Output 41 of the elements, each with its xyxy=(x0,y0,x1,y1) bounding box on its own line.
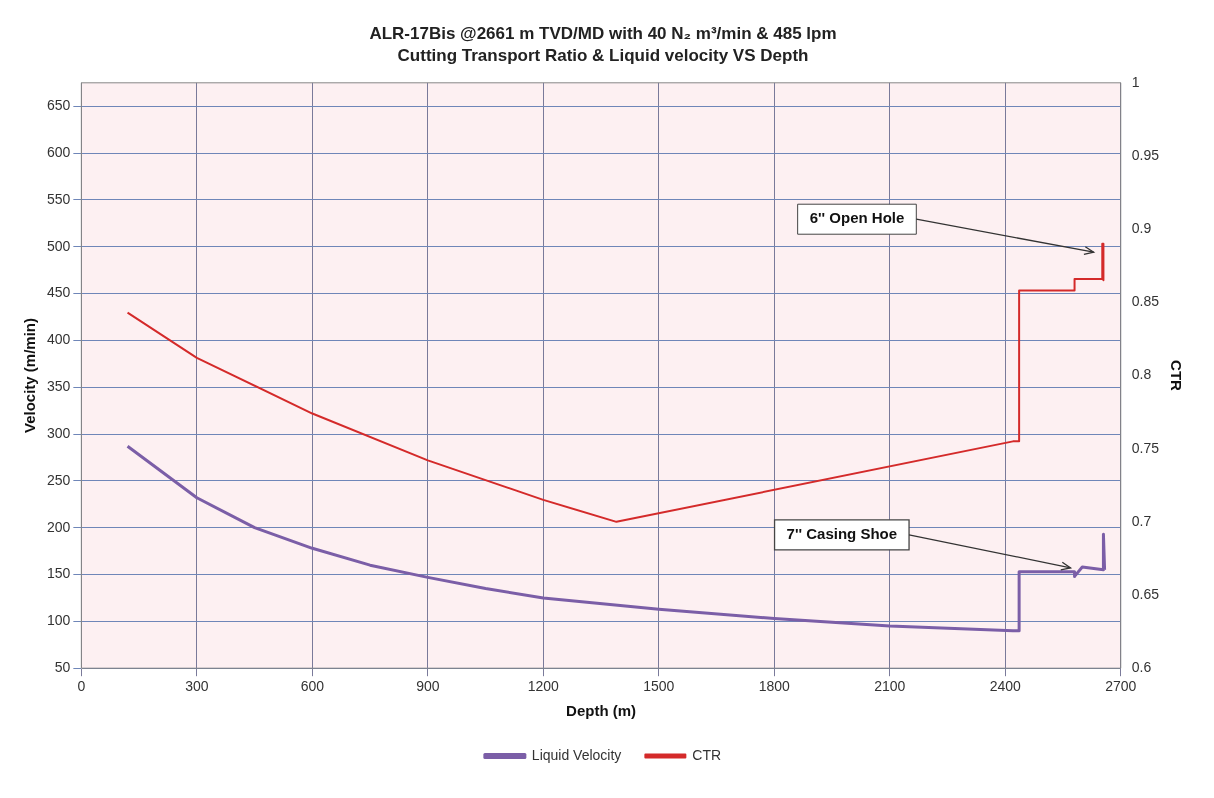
y-tick-label: 650 xyxy=(47,97,71,114)
x-axis-title: Depth (m) xyxy=(566,702,637,720)
y-tick-label: 250 xyxy=(47,471,71,488)
x-tick-label: 1800 xyxy=(758,678,791,695)
y2-tick-label: 0.95 xyxy=(1131,146,1160,163)
x-tick-label: 2100 xyxy=(874,678,906,695)
y2-tick-label: 0.9 xyxy=(1131,220,1152,237)
y2-tick-label: 0.65 xyxy=(1131,585,1160,602)
x-tick-label: 0 xyxy=(77,678,86,695)
y2-tick-label: 0.8 xyxy=(1131,366,1152,383)
y-tick-label: 450 xyxy=(47,284,71,301)
x-tick-label: 600 xyxy=(300,678,325,695)
y-axis-title: Velocity (m/min) xyxy=(21,317,39,434)
chart-subtitle: Cutting Transport Ratio & Liquid velocity VS Depth xyxy=(397,46,809,66)
y-tick-label: 500 xyxy=(47,237,71,254)
y-tick-label: 300 xyxy=(47,424,71,441)
annotation: 6'' Open Hole xyxy=(809,209,905,227)
x-tick-label: 900 xyxy=(416,678,440,695)
y2-tick-label: 0.75 xyxy=(1131,439,1160,456)
y2-tick-label: 1 xyxy=(1131,73,1140,90)
legend-label: CTR xyxy=(692,746,722,763)
x-tick-label: 300 xyxy=(185,678,209,695)
x-tick-label: 1500 xyxy=(643,678,675,695)
y-tick-label: 100 xyxy=(47,612,71,629)
x-tick-label: 2700 xyxy=(1105,678,1137,695)
annotation: 7'' Casing Shoe xyxy=(786,524,898,542)
y-tick-label: 350 xyxy=(47,378,71,395)
y2-tick-label: 0.85 xyxy=(1131,293,1160,310)
chart-title: ALR-17Bis @2661 m TVD/MD with 40 N₂ m³/min & 485 lpm xyxy=(369,23,837,43)
legend-label: Liquid Velocity xyxy=(531,746,622,763)
y2-tick-label: 0.6 xyxy=(1131,659,1152,676)
y-tick-label: 400 xyxy=(47,331,71,348)
y2-axis-title: CTR xyxy=(1167,360,1185,392)
y-tick-label: 550 xyxy=(47,190,71,207)
y-tick-label: 50 xyxy=(54,659,71,676)
y-tick-label: 600 xyxy=(47,143,71,160)
x-tick-label: 1200 xyxy=(527,678,560,695)
y-tick-label: 200 xyxy=(47,518,71,535)
y-tick-label: 150 xyxy=(47,565,71,582)
y2-tick-label: 0.7 xyxy=(1131,512,1152,529)
x-tick-label: 2400 xyxy=(989,678,1022,695)
